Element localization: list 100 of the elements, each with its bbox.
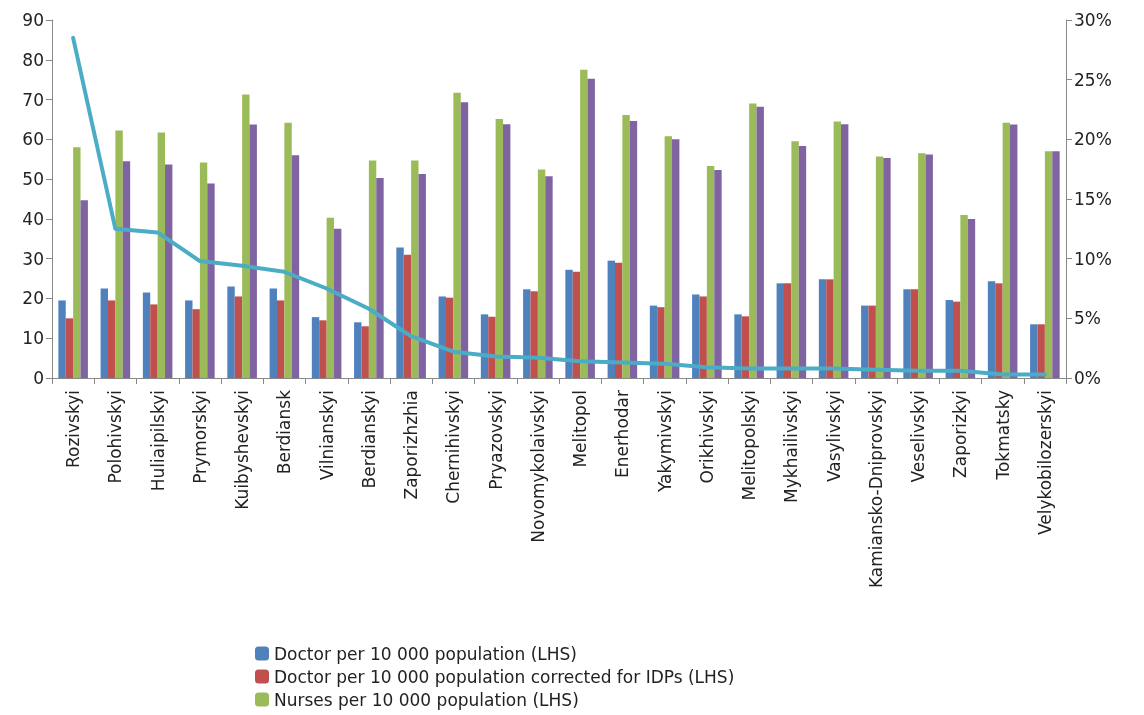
x-tick-label: Zaporizkyi xyxy=(950,390,971,478)
y-tick-label: 80 xyxy=(22,49,44,70)
x-tick-label: Enerhodar xyxy=(612,390,633,479)
bar xyxy=(776,283,784,378)
x-tick-label: Yakymivskyi xyxy=(654,390,675,493)
bar xyxy=(699,296,707,378)
bar xyxy=(65,318,74,378)
bar xyxy=(657,307,665,378)
bar xyxy=(418,173,426,378)
bar xyxy=(311,317,320,378)
x-tick-label: Novomykolaivskyi xyxy=(527,390,548,543)
y-tick-label: 40 xyxy=(22,208,44,229)
y2-tick-label: 20% xyxy=(1074,129,1112,150)
bar xyxy=(1010,124,1018,378)
bar xyxy=(453,92,461,378)
bar xyxy=(396,247,404,378)
bar xyxy=(587,78,595,378)
bar xyxy=(319,320,327,378)
bar xyxy=(622,115,630,378)
bar xyxy=(503,124,511,378)
bar xyxy=(565,269,573,378)
bar xyxy=(945,300,953,378)
bar xyxy=(734,314,742,378)
bar xyxy=(818,279,827,378)
bar xyxy=(58,300,66,378)
bar xyxy=(199,162,208,378)
x-tick-label: Tokmatsky xyxy=(992,390,1013,481)
bar xyxy=(165,164,173,378)
legend-label: Doctor per 10 000 population corrected for IDPs (LHS) xyxy=(274,666,735,687)
bar xyxy=(242,94,250,378)
y2-tick-label: 15% xyxy=(1074,189,1112,209)
bar xyxy=(629,121,638,378)
bar xyxy=(276,300,285,378)
bar xyxy=(537,169,546,378)
bar xyxy=(460,102,469,378)
bar xyxy=(672,139,680,378)
bar xyxy=(438,296,446,378)
bar xyxy=(122,161,131,378)
bar xyxy=(614,262,623,378)
bar xyxy=(791,141,799,378)
y-tick-label: 30 xyxy=(22,248,44,269)
x-tick-label: Kamiansko-Dniprovskyi xyxy=(865,390,886,589)
y-tick-label: 50 xyxy=(22,169,44,190)
y-tick-label: 10 xyxy=(22,328,44,349)
y-tick-label: 70 xyxy=(22,89,44,110)
x-tick-label: Chernihivskyi xyxy=(443,390,464,504)
bar xyxy=(157,132,166,378)
x-tick-label: Orikhivskyi xyxy=(696,390,717,484)
x-tick-label: Mykhailivskyi xyxy=(781,390,802,503)
bar xyxy=(987,281,996,378)
bar xyxy=(234,296,243,378)
bar xyxy=(207,183,215,378)
bar xyxy=(100,288,108,378)
bar xyxy=(967,218,976,378)
bar xyxy=(361,326,369,378)
y-tick-label: 60 xyxy=(22,129,44,150)
bar xyxy=(142,292,151,378)
bar xyxy=(607,260,615,378)
bar xyxy=(192,309,200,378)
x-tick-label: Melitopolskyi xyxy=(739,390,760,501)
bar xyxy=(227,286,235,378)
bar xyxy=(326,217,335,378)
bar xyxy=(249,124,257,378)
x-tick-label: Huliaipilskyi xyxy=(147,390,168,492)
bar xyxy=(756,106,764,378)
y-tick-label: 0 xyxy=(33,368,44,388)
y2-tick-label: 10% xyxy=(1074,248,1112,269)
bar xyxy=(910,289,919,378)
bar xyxy=(706,165,715,378)
y-tick-label: 90 xyxy=(22,10,44,30)
x-tick-label: Melitopol xyxy=(570,390,591,468)
bar xyxy=(833,121,842,378)
bar xyxy=(150,304,158,378)
x-tick-label: Berdianskyi xyxy=(358,390,379,489)
x-tick-label: Berdiansk xyxy=(274,389,295,475)
bar xyxy=(783,283,792,378)
bar xyxy=(291,155,300,378)
bar xyxy=(284,122,292,378)
bar xyxy=(115,130,123,378)
bar xyxy=(868,305,876,378)
bar xyxy=(530,291,538,378)
bar xyxy=(1002,122,1011,378)
bar xyxy=(664,136,673,378)
bar xyxy=(1044,151,1053,378)
x-tick-label: Velykobilozerskyi xyxy=(1034,390,1055,536)
bar xyxy=(488,316,496,378)
bar xyxy=(269,288,277,378)
bar xyxy=(1052,151,1060,378)
x-tick-label: Polohivskyi xyxy=(105,390,126,484)
y2-tick-label: 25% xyxy=(1074,69,1112,90)
x-tick-label: Rozivskyi xyxy=(63,390,84,469)
x-tick-label: Zaporizhzhia xyxy=(401,390,422,500)
x-tick-label: Pryazovskyi xyxy=(485,390,506,490)
legend-label: Doctor per 10 000 population (LHS) xyxy=(274,643,578,664)
bar xyxy=(376,177,384,378)
bar xyxy=(714,169,722,378)
bar xyxy=(368,160,377,378)
bar xyxy=(495,119,504,378)
y2-tick-label: 0% xyxy=(1074,368,1101,388)
bar xyxy=(185,300,193,378)
